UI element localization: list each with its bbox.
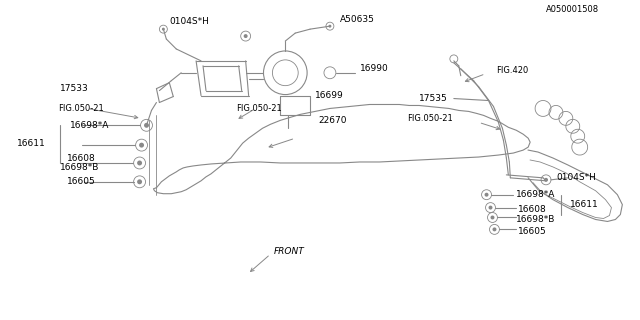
Text: FIG.050-21: FIG.050-21: [58, 104, 104, 113]
Text: 16608: 16608: [518, 205, 547, 214]
Text: 16698*A: 16698*A: [70, 121, 109, 130]
Text: 16990: 16990: [360, 64, 388, 73]
Circle shape: [328, 25, 332, 28]
Text: A050001508: A050001508: [546, 5, 599, 14]
Text: 0104S*H: 0104S*H: [556, 173, 596, 182]
Text: 22670: 22670: [318, 116, 346, 125]
Circle shape: [490, 215, 495, 220]
Text: FIG.050-21: FIG.050-21: [236, 104, 282, 113]
Circle shape: [139, 143, 144, 148]
Text: FRONT: FRONT: [273, 247, 304, 256]
Text: 16608: 16608: [67, 154, 96, 163]
Text: 16698*B: 16698*B: [516, 215, 556, 224]
Text: A50635: A50635: [340, 15, 374, 24]
Text: FIG.050-21: FIG.050-21: [407, 114, 453, 123]
Circle shape: [137, 161, 142, 165]
Circle shape: [144, 123, 149, 128]
Circle shape: [493, 228, 497, 231]
Text: 16699: 16699: [315, 91, 344, 100]
Circle shape: [544, 178, 548, 182]
Circle shape: [244, 34, 248, 38]
Circle shape: [162, 28, 165, 31]
Circle shape: [484, 193, 488, 197]
Text: 16605: 16605: [67, 177, 96, 186]
Text: 16698*A: 16698*A: [516, 190, 556, 199]
Text: 16605: 16605: [518, 227, 547, 236]
Text: 16698*B: 16698*B: [60, 164, 100, 172]
Circle shape: [488, 206, 493, 210]
Text: 16611: 16611: [17, 139, 45, 148]
Circle shape: [137, 179, 142, 184]
Text: 17535: 17535: [419, 94, 448, 103]
Text: FIG.420: FIG.420: [497, 66, 529, 75]
Text: 17533: 17533: [60, 84, 89, 93]
Text: 16611: 16611: [570, 200, 598, 209]
Text: 0104S*H: 0104S*H: [170, 17, 209, 26]
